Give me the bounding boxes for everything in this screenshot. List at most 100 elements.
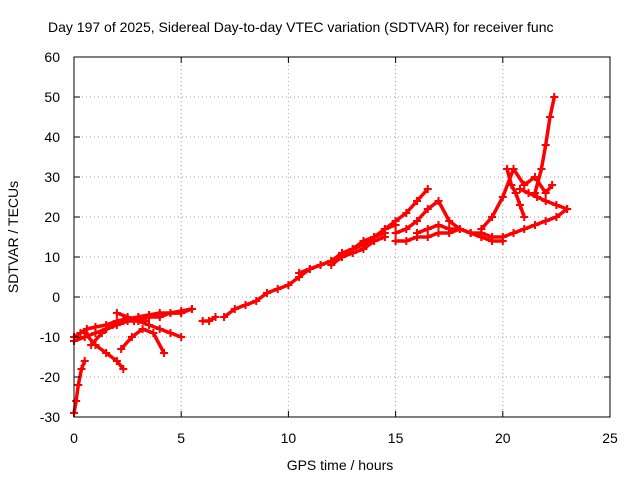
data-point (177, 333, 186, 341)
data-point (455, 225, 464, 233)
x-tick-label: 15 (388, 430, 404, 446)
y-tick-label: -30 (40, 409, 60, 425)
plot-frame (73, 56, 611, 418)
data-point (530, 221, 539, 229)
data-point (423, 185, 432, 193)
data-point (252, 297, 261, 305)
data-point (102, 349, 111, 357)
data-point (541, 217, 550, 225)
data-point (295, 269, 304, 277)
data-point (205, 317, 214, 325)
data-point (119, 317, 128, 325)
data-point (166, 309, 175, 317)
data-point (149, 329, 158, 337)
series-arc-1 (70, 357, 89, 417)
data-point (552, 213, 561, 221)
chart-title: Day 197 of 2025, Sidereal Day-to-day VTE… (48, 19, 554, 35)
data-point (123, 313, 132, 321)
x-tick-label: 25 (602, 430, 618, 446)
data-point (541, 141, 550, 149)
data-point (119, 365, 128, 373)
data-point (370, 237, 379, 245)
data-point (77, 365, 86, 373)
data-point (550, 93, 559, 101)
data-point (380, 225, 389, 233)
data-point (402, 237, 411, 245)
data-point (423, 225, 432, 233)
data-point (515, 185, 524, 193)
data-point (488, 213, 497, 221)
data-point (503, 165, 512, 173)
y-tick-label: 50 (44, 89, 60, 105)
data-point (423, 205, 432, 213)
data-point (74, 381, 83, 389)
data-point (97, 329, 106, 337)
data-point (241, 301, 250, 309)
data-point (348, 249, 357, 257)
series-arc-17 (477, 165, 557, 233)
data-point (262, 289, 271, 297)
data-point (211, 313, 220, 321)
series-arc-8 (134, 305, 196, 325)
data-point (402, 225, 411, 233)
x-tick-label: 5 (177, 430, 185, 446)
series-arc-18 (503, 165, 529, 221)
series-arc-19 (530, 93, 559, 197)
data-point (327, 261, 336, 269)
series-arc-12 (327, 233, 389, 269)
data-point (520, 181, 529, 189)
data-point (166, 329, 175, 337)
x-tick-label: 0 (70, 430, 78, 446)
data-point (533, 193, 542, 201)
data-point (72, 397, 81, 405)
data-point (520, 225, 529, 233)
series-arc-20 (515, 185, 572, 213)
y-tick-label: 30 (44, 169, 60, 185)
data-point (273, 285, 282, 293)
data-point (80, 357, 89, 365)
data-point (117, 345, 126, 353)
data-point (338, 253, 346, 261)
data-point (507, 181, 516, 189)
series-arc-16 (413, 205, 572, 241)
series-layer (70, 93, 572, 417)
data-point (498, 233, 507, 241)
data-point (134, 317, 143, 325)
data-point (284, 281, 293, 289)
data-point (155, 325, 164, 333)
data-point (445, 225, 454, 233)
data-point (413, 197, 422, 205)
data-point (541, 189, 550, 197)
x-tick-label: 10 (281, 430, 297, 446)
data-point (520, 213, 529, 221)
data-point (155, 313, 164, 321)
data-point (391, 237, 400, 245)
y-tick-label: 40 (44, 129, 60, 145)
series-line (479, 167, 554, 231)
data-point (187, 305, 196, 313)
data-point (541, 197, 550, 205)
series-line (297, 223, 398, 275)
data-point (112, 309, 121, 317)
series-line (222, 231, 387, 319)
series-arc-13 (380, 185, 432, 233)
data-point (138, 325, 147, 333)
y-tick-label: -20 (40, 369, 60, 385)
data-point (537, 165, 546, 173)
y-tick-label: -10 (40, 329, 60, 345)
series-arc-9 (198, 313, 220, 325)
data-point (511, 189, 520, 197)
data-point (413, 217, 422, 225)
data-point (160, 349, 169, 357)
data-point (112, 357, 121, 365)
x-tick-label: 20 (495, 430, 511, 446)
data-point (552, 201, 561, 209)
data-point (127, 333, 136, 341)
data-point (488, 233, 497, 241)
data-point (548, 181, 557, 189)
data-point (145, 321, 154, 329)
y-tick-label: 60 (44, 49, 60, 65)
data-point (391, 229, 400, 237)
data-point (524, 189, 533, 197)
